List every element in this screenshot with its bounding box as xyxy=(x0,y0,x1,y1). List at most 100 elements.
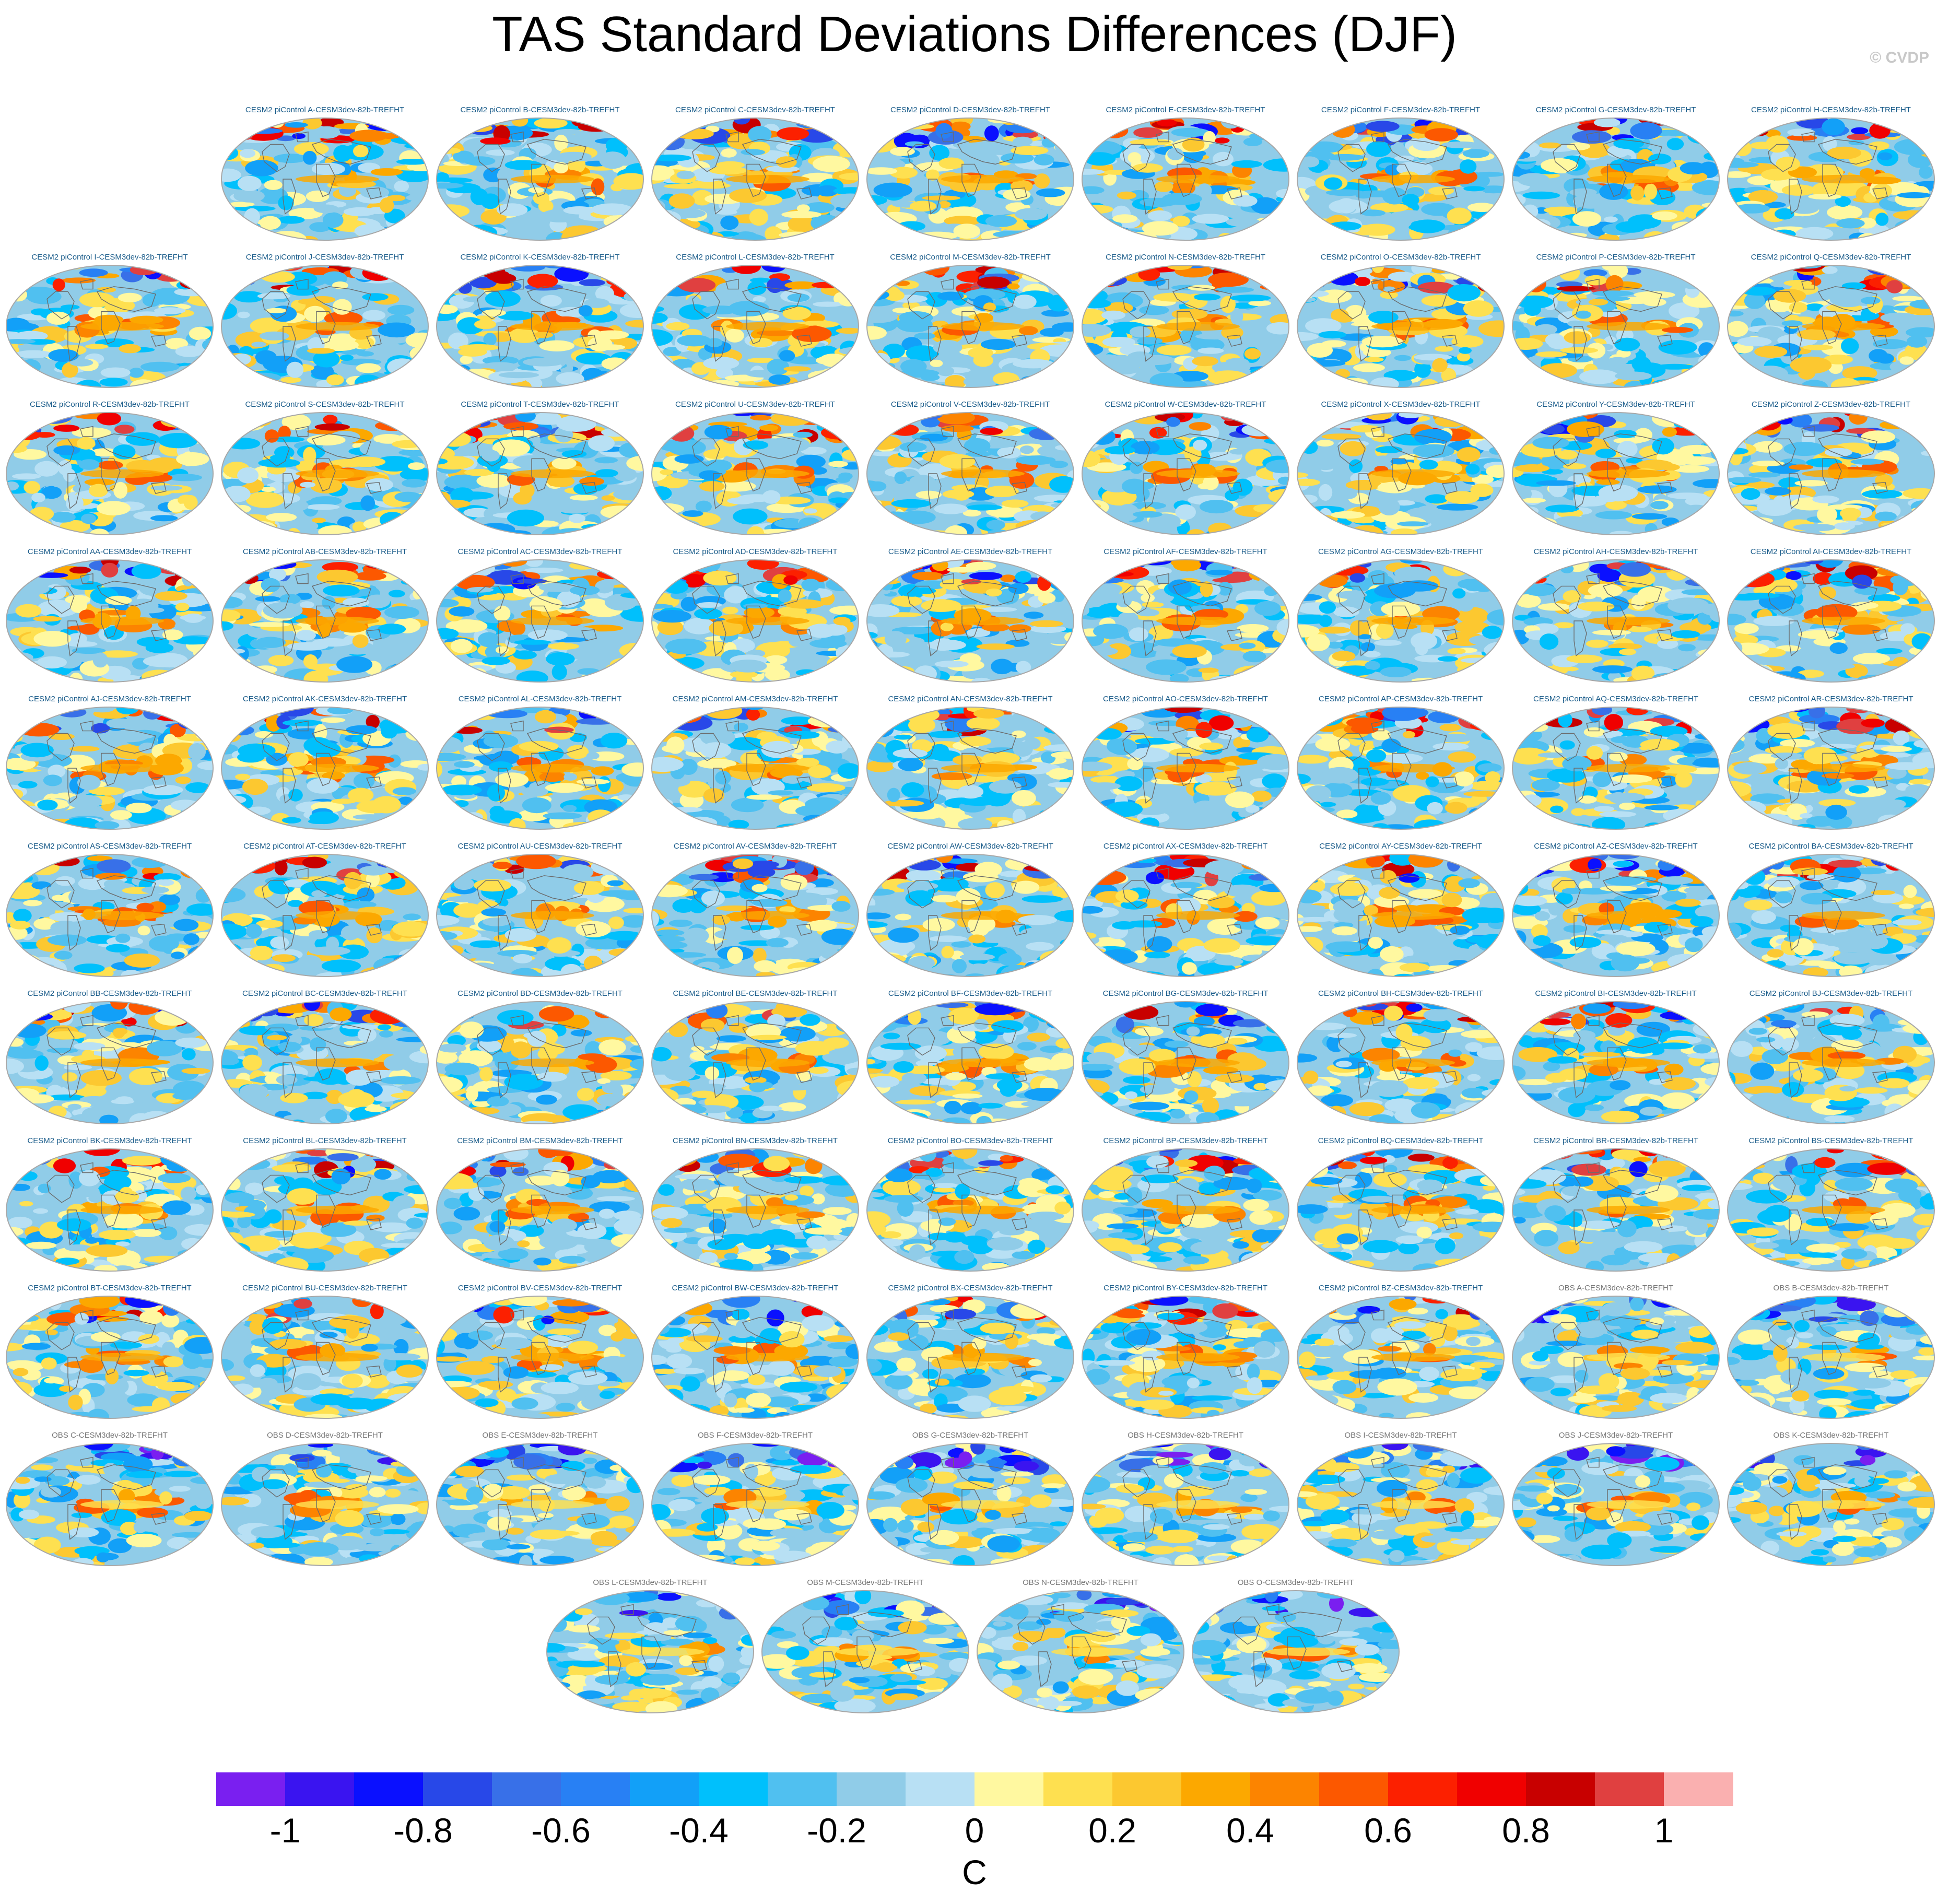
heatmap-cell xyxy=(460,355,473,365)
coastline xyxy=(1392,163,1412,197)
heatmap-cell xyxy=(886,232,928,240)
heatmap-cell xyxy=(1488,363,1504,372)
coastline xyxy=(1226,629,1242,641)
heatmap-cell xyxy=(1645,523,1658,535)
heatmap-cell xyxy=(653,272,666,279)
heatmap-cell xyxy=(1874,511,1897,522)
heatmap-cell xyxy=(1812,495,1839,503)
heatmap-cell xyxy=(1693,413,1719,421)
heatmap-cell xyxy=(451,374,476,387)
heatmap-cell xyxy=(867,167,898,175)
heatmap-cell xyxy=(261,486,276,492)
coastline xyxy=(531,605,551,639)
heatmap-cell xyxy=(396,132,428,138)
heatmap-cell xyxy=(534,413,561,425)
heatmap-cell xyxy=(694,608,722,620)
heatmap-cell xyxy=(813,301,843,307)
heatmap-cell xyxy=(1728,272,1747,287)
heatmap-cell xyxy=(619,303,643,319)
map-panel: CESM2 piControl T-CESM3dev-82b-TREFHT xyxy=(435,399,645,540)
heatmap-cell xyxy=(807,370,843,382)
heatmap-cell xyxy=(393,367,414,383)
map-border xyxy=(1082,559,1289,683)
heatmap-cell xyxy=(480,137,511,145)
heatmap-cell xyxy=(492,439,530,457)
heatmap-cell xyxy=(753,296,766,303)
map-panel-grid: CESM2 piControl A-CESM3dev-82b-TREFHT CES… xyxy=(6,105,1935,1713)
heatmap-cell xyxy=(1728,510,1741,524)
heatmap-cell xyxy=(37,656,67,669)
heatmap-cell xyxy=(801,579,820,592)
heatmap-cell xyxy=(1040,127,1067,136)
heatmap-cell xyxy=(394,416,418,428)
heatmap-cell xyxy=(312,638,353,647)
heatmap-cell xyxy=(1137,337,1163,345)
heatmap-cell xyxy=(703,570,737,586)
heatmap-cell xyxy=(569,284,598,299)
heatmap-cell xyxy=(922,195,960,201)
heatmap-cell xyxy=(277,216,305,224)
heatmap-cell xyxy=(1660,464,1680,471)
heatmap-cell xyxy=(867,118,882,124)
heatmap-cell xyxy=(114,425,135,434)
copyright-label: © CVDP xyxy=(1870,49,1929,66)
panel-title: CESM2 piControl S-CESM3dev-82b-TREFHT xyxy=(245,400,405,409)
heatmap-cell xyxy=(747,281,767,295)
heatmap-cell xyxy=(1907,118,1925,121)
map-border xyxy=(1727,265,1935,388)
heatmap-cell xyxy=(1631,356,1651,372)
coastline xyxy=(1387,139,1447,165)
coastline xyxy=(366,481,382,494)
heatmap-cell xyxy=(400,467,428,481)
coastline xyxy=(907,291,935,320)
coastline xyxy=(961,605,981,639)
heatmap-cell xyxy=(1190,413,1203,419)
panel-title: CESM2 piControl G-CESM3dev-82b-TREFHT xyxy=(1535,105,1696,114)
world-map xyxy=(1297,559,1505,683)
heatmap-cell xyxy=(1899,469,1916,480)
heatmap-cell xyxy=(660,677,690,682)
heatmap-cell xyxy=(1082,265,1110,277)
heatmap-cell xyxy=(731,265,761,274)
heatmap-cell xyxy=(1556,281,1583,288)
heatmap-cell xyxy=(784,281,819,289)
heatmap-cell xyxy=(706,338,723,347)
coastline xyxy=(1172,433,1232,460)
heatmap-cell xyxy=(1758,326,1783,338)
heatmap-cell xyxy=(617,677,640,682)
heatmap-cell xyxy=(885,511,911,526)
heatmap-cell xyxy=(660,377,695,384)
heatmap-cell xyxy=(767,358,789,375)
heatmap-cell xyxy=(546,652,575,666)
panel-title: CESM2 piControl I-CESM3dev-82b-TREFHT xyxy=(31,253,188,262)
heatmap-cell xyxy=(392,227,425,240)
heatmap-cell xyxy=(894,123,934,130)
coastline xyxy=(1358,473,1372,509)
heatmap-cell xyxy=(228,413,264,417)
map-panel: CESM2 piControl AG-CESM3dev-82b-TREFHT xyxy=(1295,546,1506,687)
heatmap-cell xyxy=(1297,431,1311,437)
heatmap-cell xyxy=(584,298,609,308)
heatmap-cell xyxy=(229,118,271,131)
heatmap-cell xyxy=(1754,346,1788,358)
heatmap-cell xyxy=(203,413,213,419)
heatmap-cell xyxy=(125,432,160,446)
heatmap-cell xyxy=(1340,378,1368,387)
heatmap-cell xyxy=(1787,135,1817,141)
heatmap-cell xyxy=(1624,381,1647,387)
heatmap-cell xyxy=(910,201,937,211)
heatmap-cell xyxy=(652,119,666,127)
heatmap-cell xyxy=(1775,208,1794,220)
heatmap-cell xyxy=(1030,511,1055,522)
heatmap-cell xyxy=(1669,302,1700,320)
panel-title: CESM2 piControl AG-CESM3dev-82b-TREFHT xyxy=(1318,547,1483,556)
heatmap-cell xyxy=(665,377,697,387)
heatmap-cell xyxy=(821,224,850,231)
heatmap-cell xyxy=(1118,612,1138,625)
heatmap-cell xyxy=(730,233,767,240)
heatmap-cell xyxy=(967,504,1003,511)
heatmap-cell xyxy=(1850,459,1884,465)
heatmap-cell xyxy=(393,377,424,384)
heatmap-cell xyxy=(652,520,661,531)
heatmap-cell xyxy=(1225,490,1240,501)
